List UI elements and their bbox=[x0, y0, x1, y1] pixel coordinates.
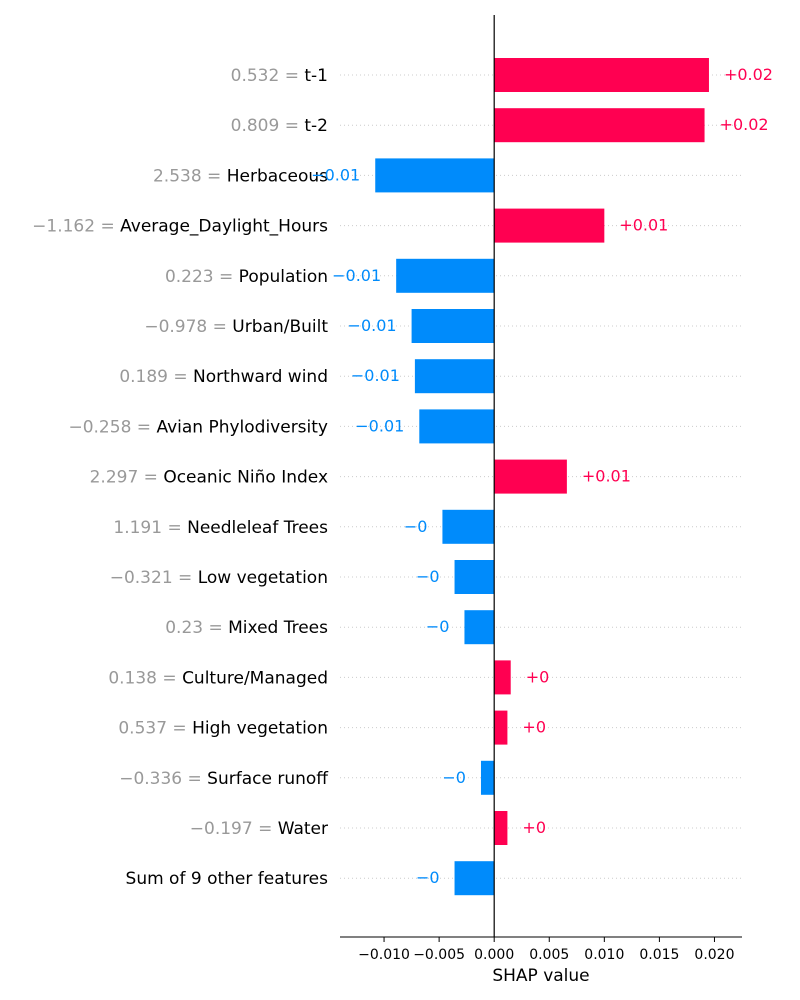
data-label: −0.01 bbox=[351, 366, 400, 385]
feature-name: Culture/Managed bbox=[182, 668, 328, 688]
data-label: +0.01 bbox=[582, 467, 631, 486]
feature-label: 0.189 = Northward wind bbox=[119, 367, 328, 387]
bar bbox=[494, 208, 605, 243]
bar bbox=[464, 610, 495, 645]
data-label: −0 bbox=[416, 868, 440, 887]
feature-name: Sum of 9 other features bbox=[126, 869, 329, 889]
feature-label: 0.537 = High vegetation bbox=[118, 719, 328, 739]
x-tick-label: 0.005 bbox=[529, 947, 569, 963]
bar bbox=[494, 459, 567, 494]
feature-label: 2.538 = Herbaceous bbox=[153, 166, 328, 186]
data-label: +0 bbox=[522, 718, 546, 737]
feature-name: Water bbox=[278, 819, 328, 839]
feature-name: Mixed Trees bbox=[228, 618, 328, 638]
feature-name: Population bbox=[239, 267, 328, 287]
bar bbox=[375, 158, 495, 193]
bar bbox=[494, 710, 508, 745]
feature-label: −0.321 = Low vegetation bbox=[110, 568, 328, 588]
feature-label: 0.23 = Mixed Trees bbox=[165, 618, 328, 638]
bar bbox=[419, 409, 495, 444]
feature-labels: 0.532 = t-1 0.809 = t-2 2.538 = Herbaceous… bbox=[32, 66, 329, 889]
feature-name: Oceanic Niño Index bbox=[163, 468, 328, 488]
feature-name: High vegetation bbox=[192, 719, 328, 739]
bar bbox=[454, 560, 495, 594]
feature-name: t-1 bbox=[304, 66, 328, 86]
data-label: −0 bbox=[416, 567, 440, 586]
data-label: −0.01 bbox=[348, 316, 397, 335]
feature-name: Average_Daylight_Hours bbox=[120, 217, 328, 237]
data-label: +0.01 bbox=[619, 216, 668, 235]
data-label: −0 bbox=[404, 517, 428, 536]
feature-value: −0.197 = bbox=[190, 819, 278, 839]
bar bbox=[454, 861, 495, 896]
data-label: −0.01 bbox=[355, 416, 404, 435]
feature-name: Urban/Built bbox=[232, 317, 328, 337]
data-label: +0.02 bbox=[724, 65, 773, 84]
x-axis: −0.010 −0.005 0.000 0.005 0.010 0.015 0.020 bbox=[340, 936, 742, 963]
feature-label: −0.258 = Avian Phylodiversity bbox=[68, 417, 328, 437]
feature-value: −1.162 = bbox=[32, 217, 120, 237]
feature-value: 0.223 = bbox=[165, 267, 239, 287]
feature-value: 0.537 = bbox=[118, 719, 192, 739]
feature-label: Sum of 9 other features bbox=[126, 869, 329, 889]
bar bbox=[480, 760, 495, 795]
feature-label: −1.162 = Average_Daylight_Hours bbox=[32, 217, 328, 237]
bar bbox=[414, 359, 495, 394]
feature-value: −0.336 = bbox=[119, 769, 207, 789]
x-tick-label: 0.015 bbox=[639, 947, 679, 963]
feature-value: −0.321 = bbox=[110, 568, 198, 588]
bar bbox=[494, 660, 511, 695]
feature-value: 0.532 = bbox=[231, 66, 305, 86]
feature-value: 1.191 = bbox=[113, 518, 187, 538]
feature-value: 0.189 = bbox=[119, 367, 193, 387]
bars bbox=[375, 58, 709, 896]
x-tick-label: 0.010 bbox=[584, 947, 624, 963]
feature-value: −0.978 = bbox=[144, 317, 232, 337]
feature-label: −0.336 = Surface runoff bbox=[119, 769, 329, 789]
x-tick-label: 0.000 bbox=[474, 947, 514, 963]
feature-label: 1.191 = Needleleaf Trees bbox=[113, 518, 328, 538]
feature-name: Low vegetation bbox=[198, 568, 328, 588]
bar bbox=[396, 258, 495, 293]
data-label: −0.01 bbox=[332, 266, 381, 285]
feature-label: 0.223 = Population bbox=[165, 267, 328, 287]
feature-value: 2.538 = bbox=[153, 166, 227, 186]
x-tick-label: −0.005 bbox=[413, 947, 465, 963]
feature-value: 2.297 = bbox=[90, 468, 164, 488]
feature-name: Surface runoff bbox=[207, 769, 329, 789]
feature-value: 0.809 = bbox=[231, 116, 305, 136]
data-label: +0.02 bbox=[720, 115, 769, 134]
feature-name: Herbaceous bbox=[227, 166, 328, 186]
feature-name: t-2 bbox=[304, 116, 328, 136]
feature-label: 2.297 = Oceanic Niño Index bbox=[90, 468, 328, 488]
bar bbox=[494, 811, 508, 845]
feature-value: −0.258 = bbox=[68, 417, 156, 437]
data-labels: +0.02 +0.02 −0.01 +0.01 −0.01 −0.01 −0.01 −0.01… bbox=[311, 65, 773, 887]
x-tick-label: −0.010 bbox=[358, 947, 410, 963]
bar bbox=[411, 309, 495, 343]
feature-label: 0.532 = t-1 bbox=[231, 66, 328, 86]
feature-label: 0.138 = Culture/Managed bbox=[108, 668, 328, 688]
feature-value: 0.23 = bbox=[165, 618, 228, 638]
feature-name: Needleleaf Trees bbox=[187, 518, 328, 538]
bar bbox=[494, 58, 709, 92]
bar bbox=[442, 509, 495, 544]
feature-label: 0.809 = t-2 bbox=[231, 116, 328, 136]
data-label: +0 bbox=[522, 818, 546, 837]
feature-label: −0.978 = Urban/Built bbox=[144, 317, 328, 337]
x-axis-title: SHAP value bbox=[492, 966, 589, 986]
data-label: +0 bbox=[526, 667, 550, 686]
data-label: −0.01 bbox=[311, 165, 360, 184]
data-label: −0 bbox=[426, 617, 450, 636]
feature-value: 0.138 = bbox=[108, 668, 182, 688]
x-tick-label: 0.020 bbox=[694, 947, 734, 963]
feature-name: Northward wind bbox=[193, 367, 328, 387]
data-label: −0 bbox=[442, 768, 466, 787]
feature-label: −0.197 = Water bbox=[190, 819, 328, 839]
bar bbox=[494, 108, 705, 143]
feature-name: Avian Phylodiversity bbox=[156, 417, 328, 437]
